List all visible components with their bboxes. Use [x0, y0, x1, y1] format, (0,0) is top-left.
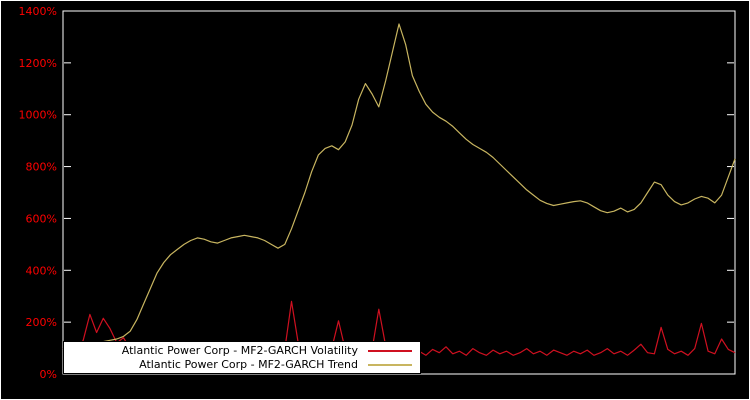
legend: Atlantic Power Corp - MF2-GARCH Volatili…	[63, 341, 421, 374]
legend-line-sample-volatility	[368, 349, 412, 352]
y-axis-label: 0%	[40, 368, 57, 381]
y-axis-label: 1400%	[19, 5, 57, 18]
legend-label-volatility: Atlantic Power Corp - MF2-GARCH Volatili…	[121, 343, 358, 357]
y-axis-label: 400%	[26, 264, 57, 277]
legend-item-trend: Atlantic Power Corp - MF2-GARCH Trend	[68, 358, 412, 372]
plot-frame	[62, 10, 736, 375]
legend-item-volatility: Atlantic Power Corp - MF2-GARCH Volatili…	[68, 344, 412, 358]
trend-line	[62, 23, 736, 352]
legend-label-trend: Atlantic Power Corp - MF2-GARCH Trend	[139, 357, 358, 371]
legend-line-sample-trend	[368, 363, 412, 366]
y-axis-label: 1000%	[19, 109, 57, 122]
y-axis-label: 1200%	[19, 57, 57, 70]
y-axis-label: 200%	[26, 316, 57, 329]
y-axis-label: 800%	[26, 161, 57, 174]
y-axis-label: 600%	[26, 212, 57, 225]
